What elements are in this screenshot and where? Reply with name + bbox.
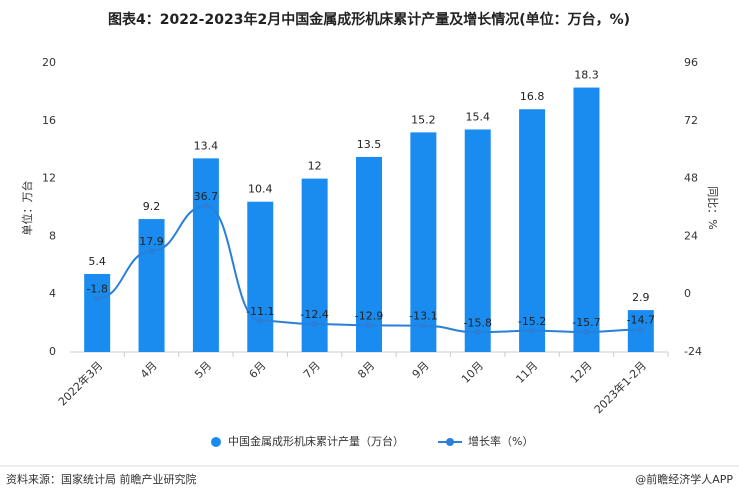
bar	[464, 129, 491, 352]
bar	[356, 156, 382, 352]
bar-label: 15.4	[465, 110, 490, 123]
line-label: -1.8	[86, 283, 107, 296]
bar	[573, 87, 600, 352]
source: 资料来源：国家统计局 前瞻产业研究院	[6, 472, 197, 486]
line-label: -11.1	[246, 305, 274, 318]
bar-label: 10.4	[248, 183, 273, 196]
line-label: -14.7	[627, 314, 655, 327]
line-marker	[474, 329, 481, 336]
bar-label: 13.4	[194, 139, 219, 152]
bar-label: 2.9	[632, 291, 650, 304]
line-marker	[583, 329, 590, 336]
legend-label: 增长率（%）	[468, 434, 533, 448]
x-tick-label: 5月	[192, 359, 214, 381]
line-label: -15.8	[463, 316, 491, 329]
line-marker	[366, 322, 372, 329]
bar-label: 13.5	[357, 138, 382, 151]
growth-line	[97, 204, 641, 334]
bar	[247, 201, 274, 352]
y2-tick-label: -24	[684, 345, 702, 358]
y2-tick-label: 96	[684, 56, 698, 69]
bar	[192, 158, 219, 352]
bar-label: 18.3	[574, 69, 599, 82]
line-marker	[311, 321, 318, 328]
y-tick-label: 0	[49, 345, 56, 358]
line-label: 17.9	[139, 235, 164, 248]
line-marker	[148, 248, 155, 255]
x-tick-label: 10月	[459, 359, 486, 386]
line-marker	[529, 327, 536, 334]
y-tick-label: 8	[49, 229, 56, 242]
bar-label: 5.4	[88, 255, 106, 268]
y-tick-label: 4	[49, 287, 56, 300]
legend-swatch	[446, 438, 454, 446]
x-tick-label: 9月	[410, 359, 432, 381]
y2-tick-label: 72	[684, 114, 698, 127]
x-tick-label: 12月	[568, 359, 595, 386]
line-label: -12.4	[300, 308, 328, 321]
line-label: -15.7	[572, 316, 600, 329]
x-tick-label: 6月	[247, 359, 269, 381]
y-axis-label: 单位：万台	[20, 181, 34, 236]
bar	[410, 132, 437, 352]
bar	[84, 273, 111, 352]
line-label: -12.9	[355, 309, 383, 322]
bar	[519, 109, 546, 353]
y2-tick-label: 48	[684, 172, 698, 185]
line-label: 36.7	[194, 190, 219, 203]
bar-label: 16.8	[520, 90, 545, 103]
y2-tick-label: 24	[684, 229, 698, 242]
y2-axis-label: 同比：%	[706, 186, 719, 229]
x-tick-label: 2023年1-2月	[591, 358, 649, 416]
y2-tick-label: 0	[684, 287, 691, 300]
credit: @前瞻经济学人APP	[635, 472, 733, 486]
y-tick-label: 20	[42, 56, 56, 69]
x-tick-label: 4月	[138, 359, 160, 381]
x-tick-label: 8月	[355, 359, 377, 381]
y-tick-label: 12	[42, 172, 56, 185]
x-tick-label: 11月	[513, 359, 540, 386]
bar	[138, 219, 165, 352]
x-tick-label: 2022年3月	[55, 358, 105, 408]
legend-label: 中国金属成形机床累计产量（万台）	[228, 434, 404, 448]
bar-label: 9.2	[143, 200, 161, 213]
legend-swatch	[211, 437, 221, 447]
line-marker	[257, 317, 264, 324]
line-label: -13.1	[409, 310, 437, 323]
line-marker	[202, 202, 209, 209]
line-label: -15.2	[518, 315, 546, 328]
x-tick-label: 7月	[301, 359, 323, 381]
line-marker	[94, 295, 101, 302]
bar-label: 12	[308, 160, 322, 173]
y-tick-label: 16	[42, 114, 56, 127]
bar-label: 15.2	[411, 113, 436, 126]
line-marker	[420, 322, 427, 329]
line-marker	[637, 326, 644, 333]
chart-title: 图表4：2022-2023年2月中国金属成形机床累计产量及增长情况(单位：万台，…	[108, 11, 630, 28]
